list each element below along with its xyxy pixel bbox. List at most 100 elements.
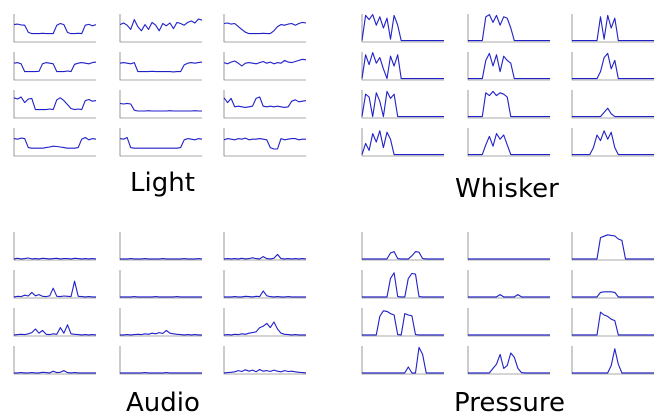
- mini-panel: [120, 52, 202, 80]
- series-line: [362, 252, 444, 259]
- series-line: [224, 254, 306, 259]
- panel-axes: [468, 308, 550, 336]
- series-line: [572, 15, 654, 40]
- mini-panel: [362, 14, 444, 42]
- group-label-audio: Audio: [126, 390, 200, 416]
- series-line: [120, 103, 202, 111]
- series-line: [120, 19, 202, 31]
- mini-panel: [14, 14, 96, 42]
- mini-panel: [572, 270, 654, 298]
- panel-axes: [120, 52, 202, 80]
- mini-panel: [14, 52, 96, 80]
- panel-axes: [468, 52, 550, 80]
- panel-group-pressure: [362, 232, 654, 374]
- series-line: [468, 53, 550, 78]
- mini-panel: [120, 14, 202, 42]
- panel-axes: [572, 270, 654, 298]
- panel-axes: [468, 232, 550, 260]
- mini-panel: [362, 308, 444, 336]
- mini-panel: [572, 346, 654, 374]
- panel-axes: [14, 346, 96, 374]
- series-line: [14, 24, 96, 34]
- series-line: [14, 325, 96, 335]
- panel-axes: [224, 308, 306, 336]
- panel-axes: [224, 128, 306, 156]
- mini-panel: [572, 308, 654, 336]
- mini-panel: [14, 270, 96, 298]
- panel-group-audio: [14, 232, 306, 374]
- panel-axes: [572, 346, 654, 374]
- mini-panel: [468, 128, 550, 156]
- series-line: [572, 53, 654, 78]
- series-line: [468, 295, 550, 297]
- panel-axes: [14, 52, 96, 80]
- mini-panel: [14, 232, 96, 260]
- series-line: [572, 292, 654, 297]
- series-line: [14, 281, 96, 297]
- panel-axes: [120, 346, 202, 374]
- series-line: [14, 138, 96, 149]
- series-line: [224, 22, 306, 33]
- panel-axes: [224, 52, 306, 80]
- mini-panel: [362, 52, 444, 80]
- panel-axes: [120, 232, 202, 260]
- mini-panel: [120, 232, 202, 260]
- panel-axes: [224, 346, 306, 374]
- series-line: [224, 59, 306, 66]
- series-line: [572, 349, 654, 373]
- group-label-light: Light: [130, 170, 195, 196]
- series-line: [362, 347, 444, 373]
- mini-panel: [120, 270, 202, 298]
- panel-axes: [14, 232, 96, 260]
- mini-panel: [224, 52, 306, 80]
- mini-panel: [224, 308, 306, 336]
- panel-axes: [572, 14, 654, 42]
- panel-axes: [14, 270, 96, 298]
- panel-axes: [120, 308, 202, 336]
- series-line: [224, 138, 306, 149]
- mini-panel: [14, 128, 96, 156]
- series-line: [14, 371, 96, 373]
- series-line: [468, 353, 550, 373]
- series-line: [224, 291, 306, 297]
- mini-panel: [468, 90, 550, 118]
- series-line: [362, 15, 444, 41]
- series-line: [224, 97, 306, 107]
- mini-panel: [572, 14, 654, 42]
- series-line: [120, 330, 202, 335]
- panel-axes: [572, 90, 654, 118]
- mini-panel: [468, 346, 550, 374]
- series-line: [224, 370, 306, 373]
- panel-axes: [468, 270, 550, 298]
- mini-panel: [120, 128, 202, 156]
- panel-axes: [572, 308, 654, 336]
- panel-axes: [362, 270, 444, 298]
- mini-panel: [468, 52, 550, 80]
- series-line: [14, 258, 96, 259]
- group-label-pressure: Pressure: [454, 390, 565, 416]
- series-line: [362, 91, 444, 116]
- series-line: [362, 131, 444, 155]
- panel-axes: [362, 128, 444, 156]
- panel-group-light: [14, 14, 306, 156]
- mini-panel: [224, 232, 306, 260]
- mini-panel: [120, 346, 202, 374]
- mini-panel: [572, 90, 654, 118]
- mini-panel: [14, 308, 96, 336]
- series-line: [468, 134, 550, 155]
- mini-panel: [572, 232, 654, 260]
- mini-panel: [572, 52, 654, 80]
- series-line: [468, 91, 550, 116]
- series-line: [14, 62, 96, 72]
- series-line: [468, 15, 550, 41]
- panel-axes: [120, 270, 202, 298]
- mini-panel: [362, 232, 444, 260]
- panel-axes: [14, 308, 96, 336]
- series-line: [572, 108, 654, 116]
- panel-group-whisker: [362, 14, 654, 156]
- series-line: [224, 322, 306, 335]
- mini-panel: [120, 308, 202, 336]
- series-line: [572, 235, 654, 259]
- mini-panel: [224, 14, 306, 42]
